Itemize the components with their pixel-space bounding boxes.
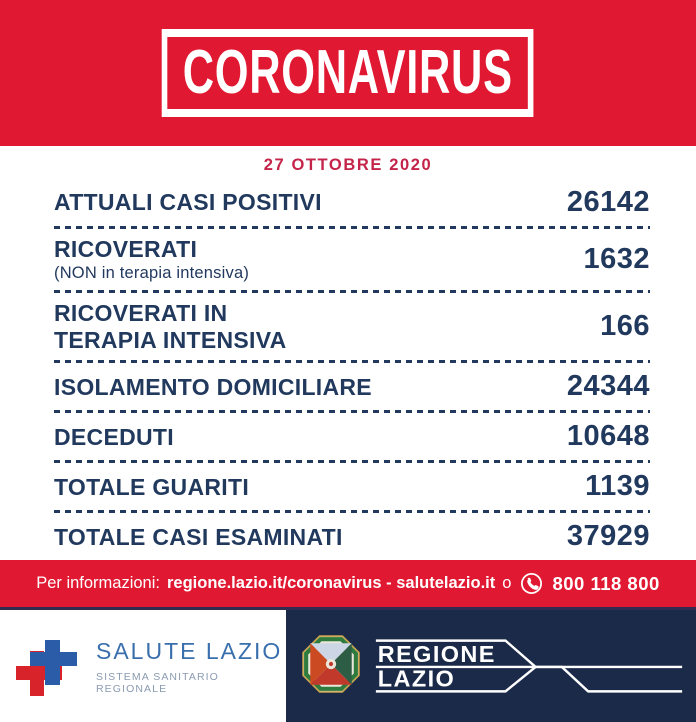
stat-label: ATTUALI CASI POSITIVI: [54, 189, 322, 216]
stat-value: 26142: [566, 186, 650, 218]
stat-value: 1632: [583, 243, 650, 276]
regione-lazio-emblem-icon: [302, 635, 360, 698]
table-row: ISOLAMENTO DOMICILIARE 24344: [54, 363, 650, 410]
stat-label: RICOVERATI: [54, 236, 198, 262]
stat-sublabel: (NON in terapia intensiva): [54, 264, 250, 283]
table-row: TOTALE CASI ESAMINATI 37929: [54, 513, 650, 560]
dashed-divider: [54, 510, 650, 514]
table-row: DECEDUTI 10648: [54, 413, 650, 460]
report-date: 27 OTTOBRE 2020: [263, 156, 433, 174]
stat-value: 10648: [566, 420, 650, 453]
table-row: ATTUALI CASI POSITIVI 26142: [54, 179, 650, 226]
dashed-divider: [54, 410, 650, 414]
info-bar: Per informazioni: regione.lazio.it/coron…: [0, 560, 696, 611]
page-title: CORONAVIRUS: [182, 38, 514, 108]
stat-value: 37929: [566, 520, 650, 553]
table-row: TOTALE GUARITI 1139: [54, 463, 650, 510]
date-row: 27 OTTOBRE 2020: [0, 146, 696, 177]
stat-label: RICOVERATI IN TERAPIA INTENSIVA: [54, 300, 287, 353]
dashed-divider: [54, 226, 650, 229]
header-banner: CORONAVIRUS: [0, 0, 696, 146]
info-links[interactable]: regione.lazio.it/coronavirus - salutelaz…: [167, 574, 496, 593]
stat-value: 24344: [566, 370, 650, 403]
salute-lazio-name: SALUTE LAZIO: [96, 637, 283, 664]
regione-lazio-wordmark: REGIONE LAZIO: [375, 639, 683, 693]
info-prefix: Per informazioni:: [36, 574, 160, 593]
salute-lazio-subtitle: SISTEMA SANITARIO REGIONALE: [96, 670, 219, 695]
stat-value: 1139: [585, 470, 650, 503]
salute-lazio-cross-icon: [12, 628, 84, 705]
lazio-label: LAZIO: [378, 666, 455, 692]
regione-label: REGIONE: [378, 642, 496, 668]
phone-icon: [520, 572, 543, 595]
stat-label: DECEDUTI: [54, 423, 174, 450]
info-conjunction: o: [502, 574, 512, 593]
phone-number[interactable]: 800 118 800: [552, 572, 660, 594]
stat-value: 166: [600, 310, 650, 343]
salute-lazio-logo: SALUTE LAZIO SISTEMA SANITARIO REGIONALE: [0, 610, 286, 722]
footer: SALUTE LAZIO SISTEMA SANITARIO REGIONALE: [0, 610, 696, 722]
table-row: RICOVERATI IN TERAPIA INTENSIVA 166: [54, 293, 650, 360]
stat-label: TOTALE GUARITI: [54, 473, 250, 500]
table-row: RICOVERATI (NON in terapia intensiva) 16…: [54, 229, 650, 290]
dashed-divider: [54, 460, 650, 464]
stat-label: ISOLAMENTO DOMICILIARE: [54, 373, 372, 400]
regione-lazio-logo: REGIONE LAZIO: [286, 610, 696, 722]
stats-table: ATTUALI CASI POSITIVI 26142 RICOVERATI (…: [0, 177, 696, 560]
stat-label: TOTALE CASI ESAMINATI: [54, 523, 343, 550]
dashed-divider: [54, 290, 650, 294]
title-box: CORONAVIRUS: [161, 29, 535, 117]
dashed-divider: [54, 360, 650, 364]
